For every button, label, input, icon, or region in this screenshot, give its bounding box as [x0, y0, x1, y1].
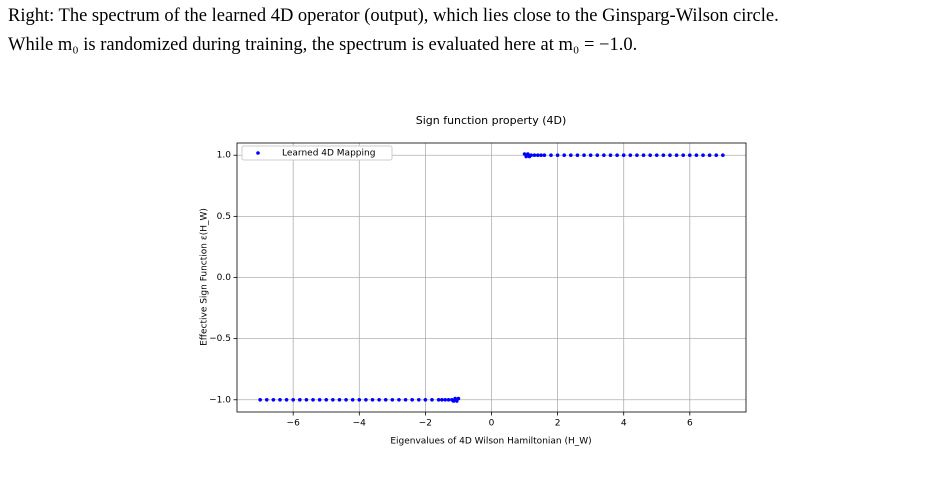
point: [602, 153, 606, 158]
point: [446, 397, 451, 402]
point: [317, 397, 322, 402]
point: [555, 153, 560, 158]
point: [535, 153, 540, 158]
y-tick-label: 0.0: [217, 273, 232, 283]
chart-title: Sign function property (4D): [416, 114, 567, 127]
point: [357, 397, 362, 402]
x-tick-label: −4: [353, 419, 367, 429]
point: [529, 153, 533, 158]
point: [383, 397, 388, 402]
point: [668, 153, 672, 158]
point: [416, 397, 421, 402]
point: [436, 397, 441, 402]
point: [284, 397, 289, 402]
point: [588, 153, 593, 158]
point: [297, 397, 302, 402]
point: [694, 153, 699, 158]
point: [721, 153, 725, 158]
point: [264, 397, 269, 402]
x-axis-label: Eigenvalues of 4D Wilson Hamiltonian (H_…: [390, 437, 591, 447]
paragraph-line: While m₀ is randomized during training, …: [8, 35, 638, 55]
plot-frame: [236, 142, 747, 413]
legend-label: Learned 4D Mapping: [282, 149, 375, 159]
point: [370, 397, 375, 402]
point: [661, 153, 666, 158]
y-tick-label: 0.5: [217, 212, 231, 222]
point: [311, 397, 315, 402]
point: [674, 153, 679, 158]
point: [542, 153, 547, 158]
point: [337, 397, 342, 402]
point: [331, 397, 335, 402]
point: [688, 153, 692, 158]
point: [324, 397, 329, 402]
point: [344, 397, 348, 402]
legend-box: [241, 145, 393, 161]
point: [539, 153, 543, 158]
x-tick-label: −2: [419, 419, 432, 429]
point: [350, 397, 355, 402]
point: [403, 397, 408, 402]
point: [304, 397, 309, 402]
point: [707, 153, 712, 158]
point: [450, 397, 454, 402]
x-tick-label: 6: [687, 419, 693, 429]
paragraph-line: Right: The spectrum of the learned 4D op…: [8, 6, 779, 26]
y-tick-label: 1.0: [217, 151, 232, 161]
point: [443, 397, 448, 402]
point: [291, 397, 295, 402]
point: [575, 153, 580, 158]
point: [641, 153, 646, 158]
point: [615, 153, 619, 158]
point: [569, 153, 573, 158]
x-tick-label: −6: [287, 419, 301, 429]
point: [582, 153, 586, 158]
point: [549, 153, 553, 158]
point: [410, 397, 414, 402]
y-tick-label: −1.0: [209, 395, 231, 405]
point: [278, 397, 282, 402]
x-tick-label: 4: [621, 419, 627, 429]
point: [701, 153, 705, 158]
point: [562, 153, 567, 158]
legend-marker: [256, 151, 260, 155]
point: [714, 153, 719, 158]
point: [681, 153, 686, 158]
point: [628, 153, 633, 158]
x-tick-label: 0: [489, 419, 495, 429]
point: [430, 397, 434, 402]
point: [423, 397, 428, 402]
point: [595, 153, 600, 158]
y-axis-label: Effective Sign Function ε(H_W): [200, 208, 210, 346]
point: [377, 397, 381, 402]
point: [364, 397, 368, 402]
point: [608, 153, 613, 158]
point: [271, 397, 276, 402]
point: [532, 153, 537, 158]
point: [440, 397, 444, 402]
point: [621, 153, 626, 158]
point: [390, 397, 395, 402]
point: [654, 153, 659, 158]
point: [635, 153, 639, 158]
point: [397, 397, 401, 402]
point: [648, 153, 652, 158]
point: [258, 397, 262, 402]
x-tick-label: 2: [555, 419, 561, 429]
y-tick-label: −0.5: [209, 334, 231, 344]
